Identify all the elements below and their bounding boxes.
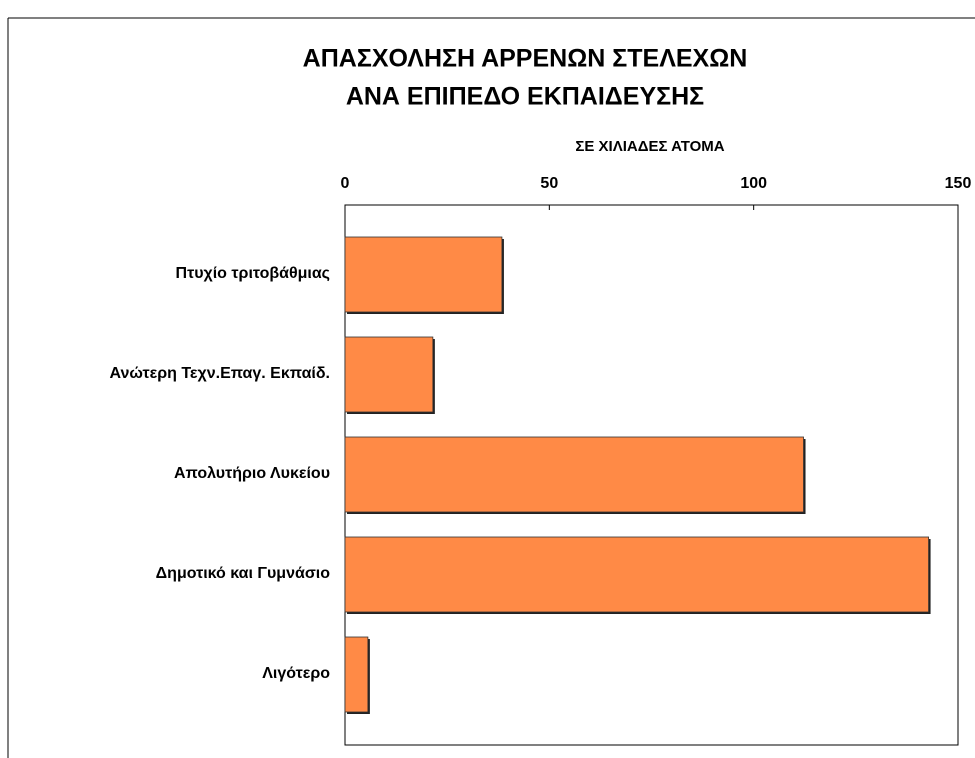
y-tick-label: Ανώτερη Τεχν.Επαγ. Εκπαίδ. <box>110 365 330 382</box>
chart-title: ΑΠΑΣΧΟΛΗΣΗ ΑΡΡΕΝΩΝ ΣΤΕΛΕΧΩΝ <box>303 45 748 73</box>
x-axis-label: ΣΕ ΧΙΛΙΑΔΕΣ ΑΤΟΜΑ <box>575 138 724 155</box>
y-tick-label: Πτυχίο τριτοβάθμιας <box>176 265 330 282</box>
y-tick-label: Δημοτικό και Γυμνάσιο <box>156 565 331 582</box>
y-tick-label: Απολυτήριο Λυκείου <box>174 465 330 482</box>
y-tick-label: Λιγότερο <box>262 665 330 682</box>
x-tick-label: 100 <box>740 175 767 192</box>
bar <box>344 536 929 613</box>
bar <box>344 636 369 713</box>
x-tick-label: 0 <box>341 175 350 192</box>
x-tick-label: 50 <box>540 175 558 192</box>
x-tick-label: 150 <box>945 175 972 192</box>
bar <box>344 236 503 313</box>
bar <box>344 336 434 413</box>
bar <box>344 436 804 513</box>
chart-subtitle: ΑΝΑ ΕΠΙΠΕΔΟ ΕΚΠΑΙΔΕΥΣΗΣ <box>346 83 704 111</box>
